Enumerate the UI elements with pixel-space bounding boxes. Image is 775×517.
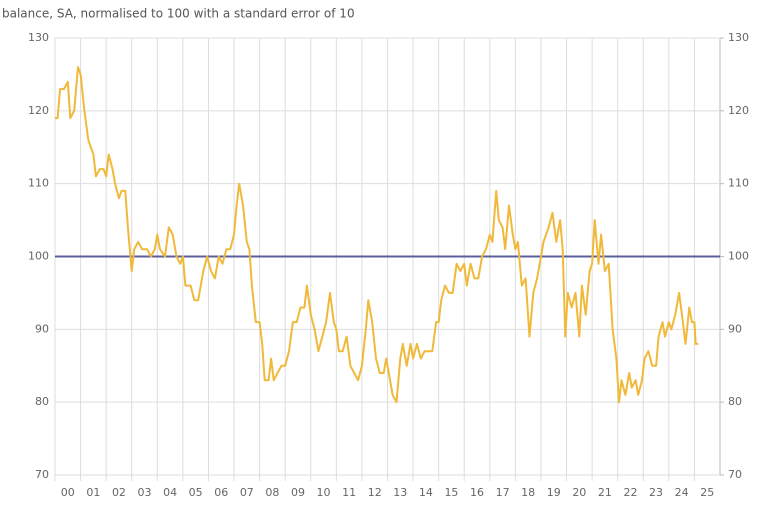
y-tick-label: 100 xyxy=(28,250,49,263)
x-tick-label: 11 xyxy=(342,486,356,499)
x-tick-label: 06 xyxy=(214,486,228,499)
y-tick-label: 130 xyxy=(28,31,49,44)
y-tick-label: 80 xyxy=(35,395,49,408)
x-tick-label: 23 xyxy=(649,486,663,499)
x-tick-label: 10 xyxy=(317,486,331,499)
y-tick-label: 70 xyxy=(35,468,49,481)
x-tick-label: 03 xyxy=(138,486,152,499)
x-tick-label: 22 xyxy=(623,486,637,499)
x-tick-label: 17 xyxy=(496,486,510,499)
x-tick-label: 02 xyxy=(112,486,126,499)
y2-tick-label: 100 xyxy=(728,250,749,263)
x-tick-label: 07 xyxy=(240,486,254,499)
chart-title: balance, SA, normalised to 100 with a st… xyxy=(2,7,355,21)
x-tick-label: 19 xyxy=(547,486,561,499)
x-tick-label: 00 xyxy=(61,486,75,499)
x-tick-label: 12 xyxy=(368,486,382,499)
y-tick-label: 90 xyxy=(35,322,49,335)
y2-tick-label: 130 xyxy=(728,31,749,44)
y2-tick-label: 110 xyxy=(728,177,749,190)
y-tick-label: 110 xyxy=(28,177,49,190)
x-tick-label: 08 xyxy=(265,486,279,499)
x-tick-label: 05 xyxy=(189,486,203,499)
x-tick-label: 24 xyxy=(675,486,689,499)
x-tick-label: 15 xyxy=(444,486,458,499)
y2-tick-label: 80 xyxy=(728,395,742,408)
x-tick-label: 14 xyxy=(419,486,433,499)
data-line xyxy=(55,66,699,404)
x-tick-label: 13 xyxy=(393,486,407,499)
y2-tick-label: 70 xyxy=(728,468,742,481)
x-tick-label: 25 xyxy=(700,486,714,499)
x-tick-label: 09 xyxy=(291,486,305,499)
x-tick-label: 16 xyxy=(470,486,484,499)
y2-tick-label: 120 xyxy=(728,104,749,117)
x-tick-label: 21 xyxy=(598,486,612,499)
x-tick-label: 04 xyxy=(163,486,177,499)
x-tick-label: 18 xyxy=(521,486,535,499)
x-tick-label: 01 xyxy=(86,486,100,499)
x-tick-label: 20 xyxy=(572,486,586,499)
y-tick-label: 120 xyxy=(28,104,49,117)
y2-tick-label: 90 xyxy=(728,322,742,335)
